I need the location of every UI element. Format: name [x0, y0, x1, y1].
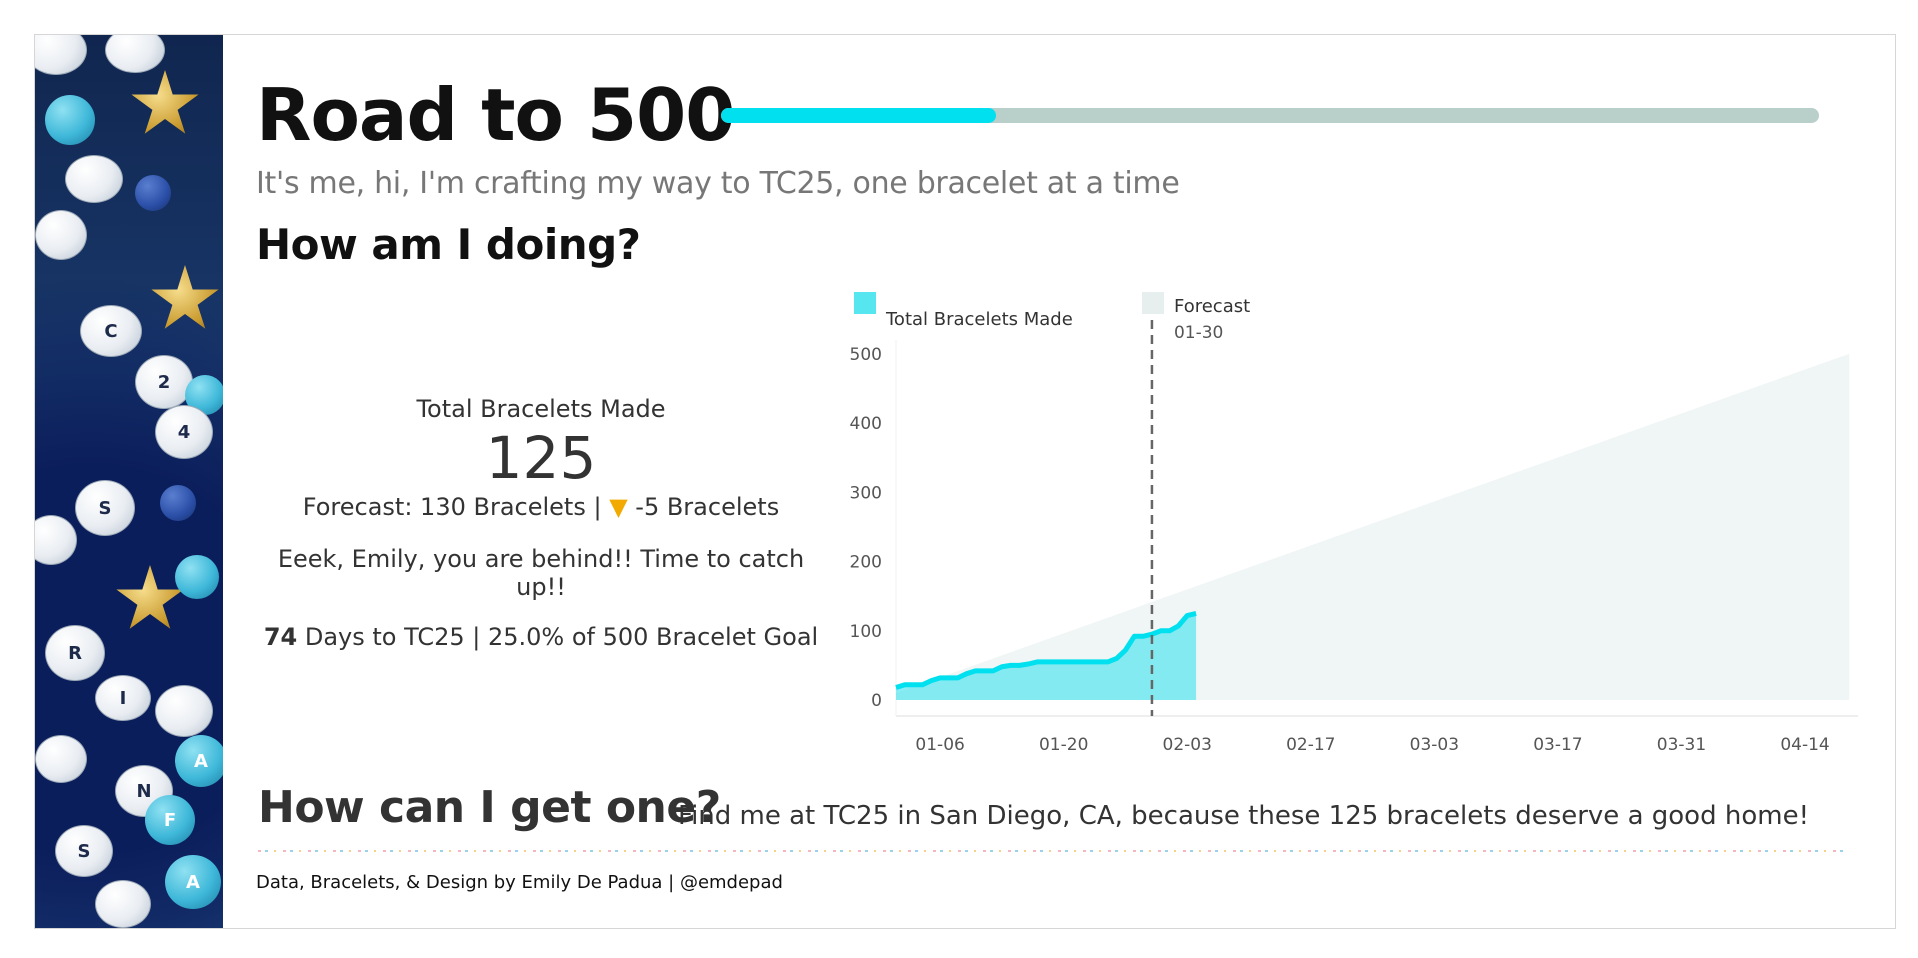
bead-image — [35, 515, 77, 565]
x-tick-label: 03-17 — [1533, 735, 1582, 755]
days-remaining: 74 Days to TC25 | 25.0% of 500 Bracelet … — [256, 623, 826, 651]
decorative-divider — [258, 850, 1844, 852]
forecast-text: Forecast: 130 Bracelets | — [302, 493, 610, 521]
gold-star-bead — [151, 265, 219, 329]
y-tick-label: 100 — [850, 622, 882, 642]
bead-letter: 4 — [177, 421, 191, 443]
bead-letter-s: S — [75, 480, 135, 536]
bead-letter-4: 4 — [155, 405, 213, 459]
bracelet-progress-chart: Total Bracelets Made Forecast 0 100 200 300 40… — [850, 292, 1858, 755]
bead-image — [175, 555, 219, 599]
bracelet-beads-photo: C 2 4 S R I A N F S A — [35, 35, 223, 928]
gold-star-bead — [131, 70, 199, 134]
goal-progress-fill — [721, 108, 996, 123]
bead-image — [35, 735, 87, 783]
y-tick-label: 500 — [850, 345, 882, 365]
kpi-forecast: Forecast: 130 Bracelets | ▼ -5 Bracelets — [256, 493, 826, 521]
status-message: Eeek, Emily, you are behind!! Time to ca… — [277, 545, 805, 601]
total-bracelets-area — [896, 613, 1197, 700]
legend-label-forecast: Forecast — [1174, 296, 1250, 317]
section-heading-how-doing: How am I doing? — [256, 220, 641, 269]
bead-letter: 2 — [157, 371, 171, 393]
y-tick-label: 0 — [871, 691, 882, 711]
bead-letter: R — [68, 642, 82, 664]
bead-image — [135, 175, 171, 211]
days-text: Days to TC25 | 25.0% of 500 Bracelet Goa… — [297, 623, 819, 651]
bead-letter: I — [119, 687, 127, 709]
bead-letter-r: R — [45, 625, 105, 681]
y-tick-label: 200 — [850, 553, 882, 573]
bead-letter: N — [136, 780, 152, 802]
x-tick-label: 02-03 — [1163, 735, 1212, 755]
x-tick-label: 01-06 — [915, 735, 964, 755]
bead-letter-f: F — [145, 795, 195, 845]
bead-letter: A — [194, 750, 208, 772]
bead-letter: S — [77, 840, 91, 862]
kpi-value: 125 — [485, 424, 597, 492]
kpi-panel: Total Bracelets Made 125 Forecast: 130 B… — [256, 395, 826, 651]
bead-image — [105, 35, 165, 73]
call-to-action: Find me at TC25 in San Diego, CA, becaus… — [678, 801, 1809, 831]
kpi-label: Total Bracelets Made — [416, 395, 666, 423]
x-tick-label: 03-03 — [1410, 735, 1459, 755]
bead-image — [95, 880, 151, 928]
legend-label-total: Total Bracelets Made — [885, 309, 1073, 330]
bead-image — [65, 155, 123, 203]
bead-image — [45, 95, 95, 145]
bead-letter: C — [104, 320, 118, 342]
bead-letter-i: I — [95, 675, 151, 721]
legend-swatch-total — [854, 292, 876, 314]
credit-line: Data, Bracelets, & Design by Emily De Pa… — [256, 872, 783, 893]
days-count: 74 — [263, 623, 298, 651]
x-tick-label: 04-14 — [1780, 735, 1829, 755]
total-bracelets-line — [895, 611, 1197, 690]
page-subtitle: It's me, hi, I'm crafting my way to TC25… — [256, 166, 1180, 201]
reference-line-label: 01-30 — [1174, 323, 1223, 343]
bead-image — [35, 35, 87, 75]
section-heading-how-get: How can I get one? — [258, 782, 721, 833]
forecast-delta: -5 Bracelets — [627, 493, 780, 521]
bead-letter: A — [186, 871, 200, 893]
forecast-area — [896, 353, 1850, 700]
legend-swatch-forecast — [1142, 292, 1164, 314]
bead-letter-a: A — [175, 735, 223, 787]
y-tick-label: 400 — [850, 414, 882, 434]
bead-letter-c: C — [80, 305, 142, 357]
x-tick-label: 02-17 — [1286, 735, 1335, 755]
goal-progress-bar — [721, 108, 1819, 123]
x-tick-label: 01-20 — [1039, 735, 1088, 755]
bead-letter: F — [163, 809, 177, 831]
y-tick-label: 300 — [850, 483, 882, 503]
bead-image — [35, 210, 87, 260]
bead-letter-2: 2 — [135, 355, 193, 409]
bead-letter-a2: A — [165, 855, 221, 909]
bead-image — [155, 685, 213, 737]
bead-letter: S — [98, 497, 112, 519]
bead-letter-s2: S — [55, 825, 113, 877]
down-arrow-icon: ▼ — [609, 493, 628, 521]
bead-image — [160, 485, 196, 521]
x-tick-label: 03-31 — [1657, 735, 1706, 755]
page-title: Road to 500 — [256, 73, 735, 157]
